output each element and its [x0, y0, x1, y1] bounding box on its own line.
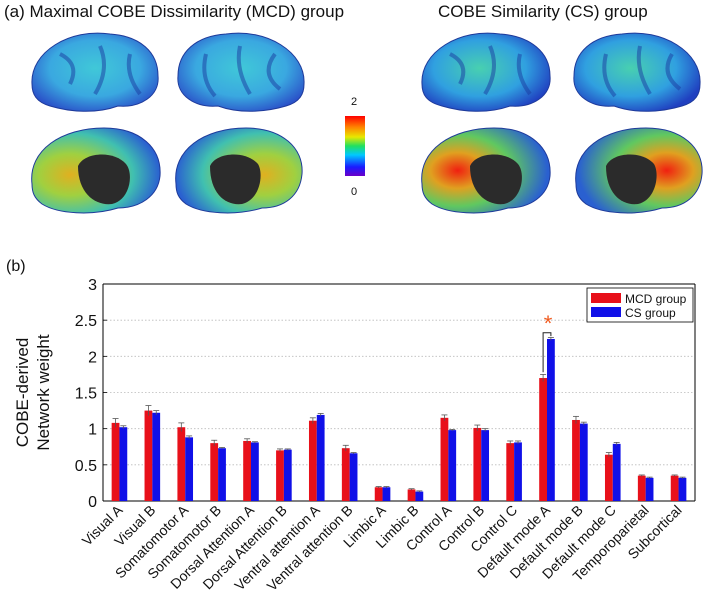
cs-bar — [579, 423, 588, 501]
y-tick-label: 2 — [88, 349, 97, 366]
legend-label: MCD group — [625, 292, 687, 306]
mcd-right-lateral-brain — [177, 32, 305, 112]
y-tick-label: 1 — [88, 422, 97, 439]
y-tick-label: 3 — [88, 277, 97, 294]
mcd-bar — [539, 378, 547, 501]
cs-right-lateral-brain — [573, 32, 701, 112]
colorbar-min-label: 0 — [351, 186, 358, 198]
mcd-bar — [440, 417, 449, 501]
cs-bar — [283, 449, 292, 501]
panel-a-label: (a) — [4, 2, 25, 21]
cs-bar — [547, 338, 555, 501]
cs-bar — [514, 442, 522, 501]
mcd-bar — [604, 454, 613, 501]
mcd-left-lateral-brain — [31, 32, 159, 112]
y-axis-label: Network weight — [34, 334, 53, 450]
cs-bar — [119, 427, 128, 501]
mcd-bar — [144, 410, 153, 501]
cs-bar — [678, 477, 687, 501]
cs-left-medial-brain — [421, 127, 551, 214]
cs-bar — [382, 487, 391, 501]
mcd-right-medial-brain — [175, 127, 303, 214]
panel-b-label: (b) — [6, 258, 26, 275]
panel-a-title: (a) Maximal COBE Dissimilarity (MCD) gro… — [4, 2, 344, 22]
legend-label: CS group — [625, 306, 676, 320]
cs-bar — [448, 430, 457, 501]
cs-bar — [612, 443, 621, 501]
legend-swatch — [591, 293, 621, 303]
mcd-left-medial-brain — [31, 127, 161, 214]
y-tick-label: 1.5 — [75, 386, 97, 403]
mcd-bar — [276, 450, 284, 501]
cs-bar — [645, 477, 654, 501]
cs-bar — [218, 448, 226, 501]
cs-bar — [185, 437, 194, 501]
significance-star: * — [544, 311, 553, 336]
cs-bar — [251, 442, 259, 501]
mcd-bar — [177, 427, 186, 501]
mcd-bar — [341, 448, 350, 501]
significance-bracket — [542, 332, 552, 373]
mcd-bar — [506, 443, 515, 501]
cs-bar — [481, 430, 490, 501]
y-axis-label: COBE-derived — [13, 338, 32, 448]
cs-bar — [316, 414, 325, 501]
mcd-bar — [210, 443, 219, 501]
mcd-bar — [243, 440, 251, 501]
mcd-bar — [670, 475, 679, 501]
colorbar — [345, 116, 365, 176]
cs-left-lateral-brain — [421, 32, 551, 112]
cs-bar — [349, 453, 358, 501]
mcd-bar — [637, 475, 646, 501]
y-tick-label: 0.5 — [75, 458, 97, 475]
mcd-bar — [374, 487, 383, 501]
cs-brain-title: COBE Similarity (CS) group — [438, 2, 648, 21]
y-tick-label: 2.5 — [75, 313, 97, 330]
mcd-bar — [111, 422, 120, 501]
legend-swatch — [591, 307, 621, 317]
mcd-bar — [308, 420, 317, 501]
mcd-bar — [473, 427, 482, 501]
y-tick-label: 0 — [88, 494, 97, 511]
cs-bar — [152, 412, 161, 501]
mcd-brain-title: Maximal COBE Dissimilarity (MCD) group — [29, 2, 345, 21]
cs-bar — [415, 491, 424, 501]
cs-right-medial-brain — [575, 127, 703, 214]
mcd-bar — [407, 489, 416, 501]
mcd-bar — [572, 419, 580, 501]
colorbar-max-label: 2 — [351, 96, 358, 108]
brain-maps — [31, 32, 703, 214]
